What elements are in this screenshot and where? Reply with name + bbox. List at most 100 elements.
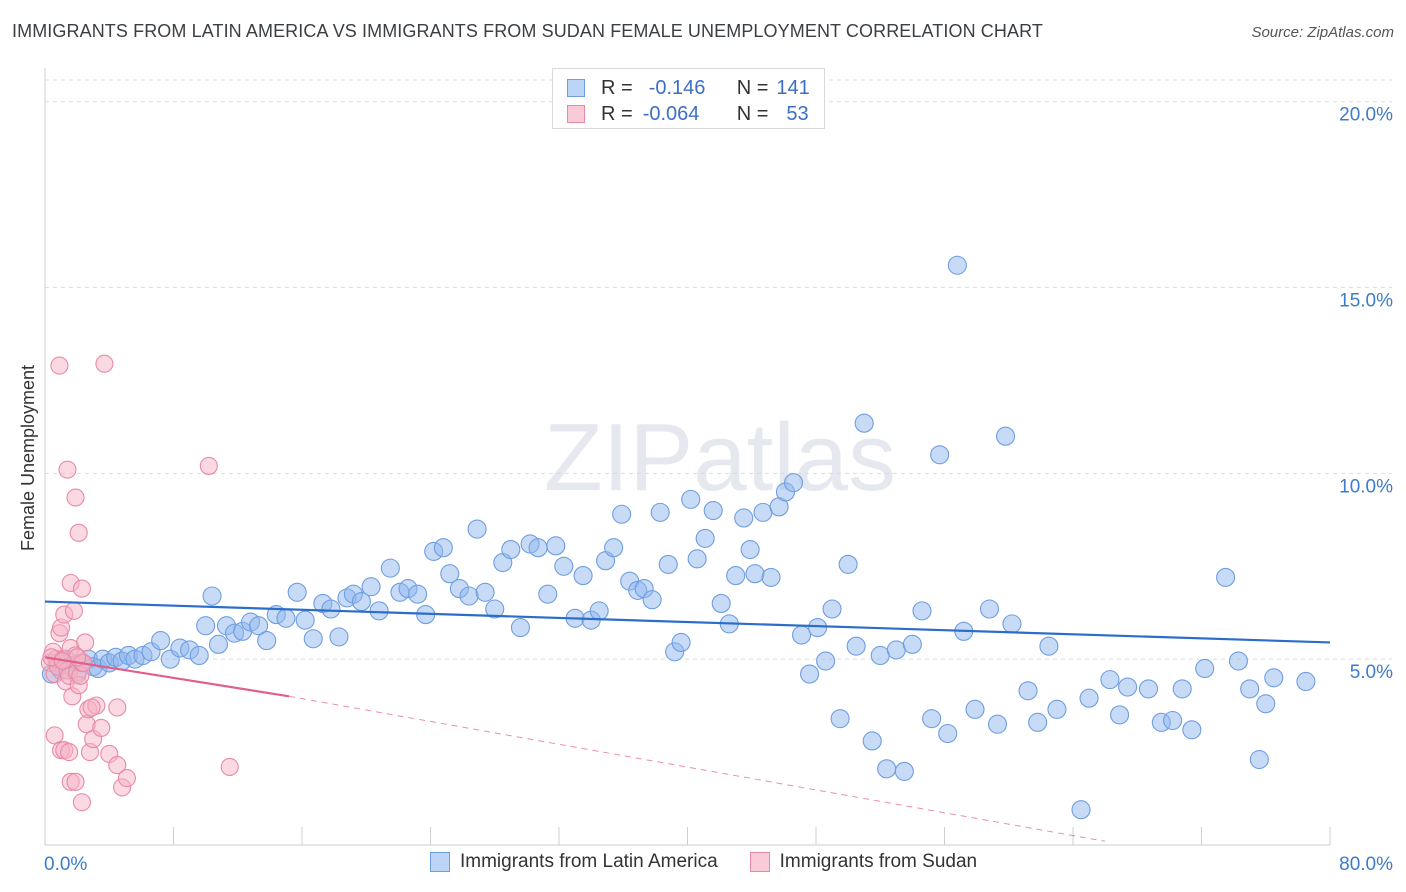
- legend-swatch-sudan: [749, 852, 770, 872]
- data-point: [1163, 710, 1183, 731]
- legend-swatch-latin-america: [567, 79, 585, 97]
- data-point: [295, 610, 315, 630]
- data-point: [687, 549, 707, 569]
- legend-row-sudan: R = -0.064 N = 53: [567, 102, 809, 126]
- trend-line-sudan-extended: [289, 695, 1106, 842]
- data-point: [589, 601, 609, 621]
- data-point: [995, 426, 1016, 446]
- data-point: [108, 756, 127, 775]
- data-point: [69, 523, 88, 542]
- x-tick-labels: 0.0% 80.0%: [44, 854, 1393, 875]
- x-tick-label: 80.0%: [1339, 854, 1393, 875]
- data-point: [321, 599, 341, 619]
- n-label: N =: [736, 102, 769, 125]
- data-point: [1182, 720, 1202, 740]
- grid-lines: [45, 79, 1392, 660]
- data-point: [846, 636, 866, 656]
- data-point: [1110, 705, 1130, 725]
- trend-lines: [44, 600, 1331, 842]
- data-point: [1118, 677, 1138, 697]
- data-point: [726, 566, 746, 586]
- data-point: [66, 488, 85, 507]
- legend-item-sudan[interactable]: Immigrants from Sudan: [749, 851, 978, 873]
- data-point: [753, 502, 773, 522]
- data-point: [604, 538, 624, 558]
- data-point: [838, 554, 858, 574]
- y-tick-label: 20.0%: [1339, 105, 1393, 126]
- data-point: [380, 558, 400, 578]
- n-label: N =: [736, 76, 769, 99]
- r-label: R =: [601, 102, 633, 125]
- data-point: [1018, 681, 1038, 701]
- data-point: [92, 718, 111, 737]
- data-point: [189, 645, 209, 666]
- data-point: [303, 629, 323, 649]
- y-tick-label: 10.0%: [1339, 476, 1393, 497]
- data-point: [573, 566, 593, 586]
- data-point: [1249, 749, 1269, 770]
- data-point: [1296, 671, 1316, 692]
- data-point: [117, 769, 136, 788]
- data-point: [1138, 679, 1159, 699]
- data-point: [1240, 679, 1260, 699]
- data-point: [440, 564, 460, 584]
- legend-label: Immigrants from Sudan: [779, 851, 978, 872]
- series-legend: Immigrants from Latin America Immigrants…: [430, 851, 1009, 873]
- data-point: [485, 599, 505, 619]
- data-point: [538, 584, 558, 604]
- n-value: 141: [776, 76, 810, 99]
- data-point: [1195, 658, 1215, 679]
- legend-row-latin-america: R = -0.146 N = 141: [567, 76, 810, 100]
- data-point: [1256, 694, 1276, 714]
- data-point: [72, 793, 91, 812]
- watermark: ZIPatlas: [544, 404, 896, 511]
- data-point: [1039, 636, 1059, 656]
- data-point: [1079, 688, 1099, 708]
- series-sudan: [40, 354, 239, 812]
- trend-line-latin-america: [44, 600, 1331, 644]
- data-point: [249, 616, 269, 636]
- data-point: [745, 564, 765, 584]
- data-point: [276, 608, 296, 628]
- data-point: [361, 577, 381, 597]
- r-label: R =: [601, 76, 633, 99]
- data-point: [822, 599, 842, 619]
- data-point: [612, 504, 632, 524]
- data-point: [671, 632, 691, 653]
- r-value: -0.146: [648, 76, 706, 99]
- y-tick-labels: 5.0% 10.0% 15.0% 20.0%: [1339, 105, 1393, 683]
- data-point: [475, 582, 495, 602]
- data-point: [658, 554, 678, 574]
- data-point: [82, 698, 101, 717]
- data-point: [965, 699, 985, 719]
- data-point: [1216, 567, 1236, 587]
- data-point: [287, 582, 307, 602]
- legend-item-latin-america[interactable]: Immigrants from Latin America: [430, 851, 718, 873]
- n-value: 53: [786, 102, 809, 125]
- data-point: [459, 586, 479, 606]
- data-point: [199, 456, 218, 475]
- data-point: [947, 255, 967, 275]
- data-point: [695, 528, 715, 548]
- data-point: [202, 586, 222, 606]
- series-latin-america: [41, 255, 1316, 820]
- data-point: [922, 709, 942, 729]
- data-point: [510, 618, 531, 638]
- data-point: [329, 627, 349, 647]
- legend-swatch-sudan: [567, 105, 585, 123]
- data-point: [987, 714, 1008, 734]
- data-point: [681, 489, 701, 509]
- y-tick-label: 15.0%: [1339, 291, 1393, 312]
- data-point: [930, 445, 950, 465]
- data-point: [433, 538, 453, 558]
- data-point: [808, 618, 828, 638]
- data-point: [862, 731, 882, 751]
- data-point: [467, 519, 487, 539]
- legend-label: Immigrants from Latin America: [460, 851, 718, 872]
- data-point: [938, 723, 958, 744]
- axes: [44, 68, 1331, 846]
- data-point: [830, 709, 850, 729]
- source-label: Source: ZipAtlas.com: [1251, 24, 1394, 41]
- data-point: [208, 634, 229, 654]
